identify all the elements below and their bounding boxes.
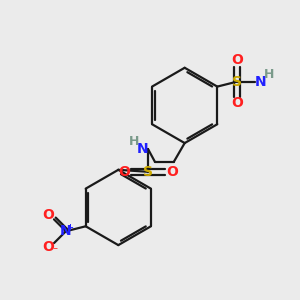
Text: ⁻: ⁻ [52, 246, 58, 256]
Text: N: N [60, 224, 72, 238]
Text: O: O [118, 165, 130, 179]
Text: S: S [143, 165, 153, 179]
Text: O: O [231, 53, 243, 67]
Text: N: N [255, 75, 267, 88]
Text: O: O [42, 208, 54, 222]
Text: H: H [129, 135, 139, 148]
Text: N: N [136, 142, 148, 156]
Text: O: O [166, 165, 178, 179]
Text: O: O [231, 96, 243, 110]
Text: O: O [42, 240, 54, 254]
Text: +: + [66, 223, 73, 232]
Text: H: H [264, 68, 274, 81]
Text: S: S [232, 75, 242, 88]
